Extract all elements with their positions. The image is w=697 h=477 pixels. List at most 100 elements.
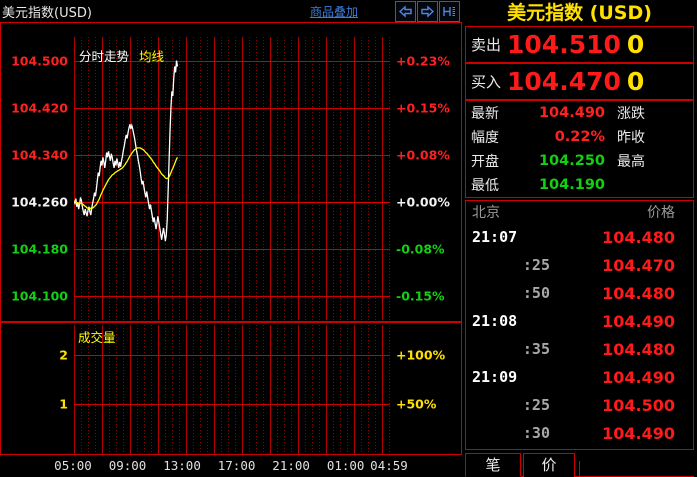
stat-value: 104.190 <box>538 177 605 193</box>
stat-label-secondary: 涨跌 <box>617 106 645 122</box>
stat-value: 0.22% <box>554 129 605 145</box>
tick-rows: 21:07 104.480 :25 104.470 :50 104.480 21:08 104… <box>466 223 693 447</box>
list-icon[interactable] <box>439 1 460 22</box>
time-axis-tick: 04:59 <box>370 458 408 473</box>
time-axis-tick: 17:00 <box>217 458 256 473</box>
chart-gridlines <box>74 37 390 320</box>
price-pct-tick: +0.15% <box>396 100 450 116</box>
stat-label-secondary: 昨收 <box>617 130 645 146</box>
buy-suffix: 0 <box>626 67 645 96</box>
legend-ma-label: 均线 <box>139 49 165 64</box>
volume-plot-area[interactable]: 成交量 <box>74 325 390 454</box>
tick-time: 21:07 <box>472 228 518 246</box>
quote-statistics: 最新 104.490 涨跌幅度 0.22% 昨收开盘 104.250 最高最低 104.190 <box>465 100 694 198</box>
volume-pct-tick: +50% <box>396 396 437 412</box>
price-pct-tick: -0.08% <box>396 241 445 257</box>
quote-title: 美元指数 (USD) <box>507 2 652 24</box>
quote-panel: 美元指数 (USD) 卖出 104.510 0 买入 104.470 0 最新 1… <box>462 0 697 477</box>
stat-value: 104.490 <box>538 105 605 121</box>
chart-legend: 分时走势 均线 <box>79 46 164 65</box>
chart-gridlines <box>74 325 390 454</box>
tick-price: 104.490 <box>602 423 675 443</box>
tick-row[interactable]: :30 104.490 <box>466 419 693 447</box>
quote-tabs: 笔 价 <box>465 452 694 477</box>
sell-label: 卖出 <box>471 36 502 54</box>
stat-label: 最新 <box>471 106 499 122</box>
buy-value: 104.470 <box>507 67 621 96</box>
tick-price: 104.490 <box>602 311 675 331</box>
buy-price-box: 买入 104.470 0 <box>465 63 694 100</box>
stat-value: 104.250 <box>538 153 605 169</box>
sell-price-box: 卖出 104.510 0 <box>465 26 694 63</box>
stat-label: 最低 <box>471 178 499 194</box>
tick-price: 104.480 <box>602 283 675 303</box>
stat-row: 开盘 104.250 最高 <box>466 149 693 173</box>
tick-row[interactable]: :25 104.500 <box>466 391 693 419</box>
tick-row[interactable]: 21:07 104.480 <box>466 223 693 251</box>
price-y-tick: 104.420 <box>11 100 68 116</box>
arrow-right-icon[interactable] <box>417 1 438 22</box>
time-axis-tick: 09:00 <box>108 458 147 473</box>
sell-value: 104.510 <box>507 30 621 59</box>
tick-price: 104.500 <box>602 395 675 415</box>
tick-row[interactable]: :50 104.480 <box>466 279 693 307</box>
time-axis: 05:00 09:00 13:00 17:00 21:00 01:00 04:59 <box>0 455 462 477</box>
stat-label: 开盘 <box>471 154 499 170</box>
price-chart-panel[interactable]: 分时走势 均线 104.500 104.420 104.340 104.260 104.1… <box>0 22 462 322</box>
chart-header: 美元指数(USD) 商品叠加 <box>0 0 462 22</box>
volume-y-tick: 1 <box>59 396 68 412</box>
tab-ticks[interactable]: 笔 <box>465 453 521 477</box>
series-ma <box>74 147 179 210</box>
price-series-svg <box>74 60 179 242</box>
tick-time: :30 <box>522 424 550 442</box>
time-axis-tick: 05:00 <box>54 458 92 473</box>
tick-time: 21:09 <box>472 368 518 386</box>
price-y-axis-labels: 104.500 104.420 104.340 104.260 104.180 104.1… <box>1 37 72 320</box>
volume-percent-axis-labels: +100% +50% <box>392 325 462 454</box>
price-pct-tick: +0.08% <box>396 147 450 163</box>
time-axis-tick: 01:00 <box>326 458 365 473</box>
legend-price-label: 分时走势 <box>79 49 130 64</box>
price-y-tick: 104.500 <box>11 53 68 69</box>
tick-time-header: 北京 <box>472 205 500 221</box>
chart-side: 美元指数(USD) 商品叠加 分时走势 均线 <box>0 0 462 477</box>
price-y-tick: 104.180 <box>11 241 68 257</box>
sell-suffix: 0 <box>626 30 645 59</box>
tick-row[interactable]: 21:08 104.490 <box>466 307 693 335</box>
price-y-tick: 104.260 <box>11 194 68 210</box>
tick-row[interactable]: :35 104.480 <box>466 335 693 363</box>
tick-row[interactable]: 21:09 104.490 <box>466 363 693 391</box>
tick-row[interactable]: :25 104.470 <box>466 251 693 279</box>
stat-row: 幅度 0.22% 昨收 <box>466 125 693 149</box>
volume-pct-tick: +100% <box>396 347 446 363</box>
price-y-tick: 104.340 <box>11 147 68 163</box>
stat-row: 最低 104.190 <box>466 173 693 197</box>
tick-price: 104.480 <box>602 227 675 247</box>
price-plot-area[interactable] <box>74 37 390 320</box>
tick-list[interactable]: 北京 价格 21:07 104.480:25 104.470:50 104.480 21… <box>465 200 694 450</box>
nav-icon-group <box>395 1 460 22</box>
stat-label-secondary: 最高 <box>617 154 645 170</box>
volume-y-tick: 2 <box>59 347 68 363</box>
symbol-title: 美元指数(USD) <box>2 6 92 21</box>
time-axis-tick: 21:00 <box>272 458 310 473</box>
overlay-compare-link[interactable]: 商品叠加 <box>310 5 359 19</box>
price-pct-tick: +0.23% <box>396 53 450 69</box>
arrow-left-icon[interactable] <box>395 1 416 22</box>
stat-row: 最新 104.490 涨跌 <box>466 101 693 125</box>
tick-list-header: 北京 价格 <box>466 201 693 223</box>
price-pct-tick: -0.15% <box>396 288 445 304</box>
tab-prices[interactable]: 价 <box>523 453 575 477</box>
tick-price: 104.490 <box>602 367 675 387</box>
tick-time: :50 <box>522 284 550 302</box>
volume-legend-label: 成交量 <box>78 330 116 345</box>
price-pct-tick: +0.00% <box>396 194 450 210</box>
tick-time: :35 <box>522 340 550 358</box>
tick-time: :25 <box>522 396 550 414</box>
tick-price-header: 价格 <box>647 205 675 221</box>
stat-label: 幅度 <box>471 130 499 146</box>
price-y-tick: 104.100 <box>11 288 68 304</box>
